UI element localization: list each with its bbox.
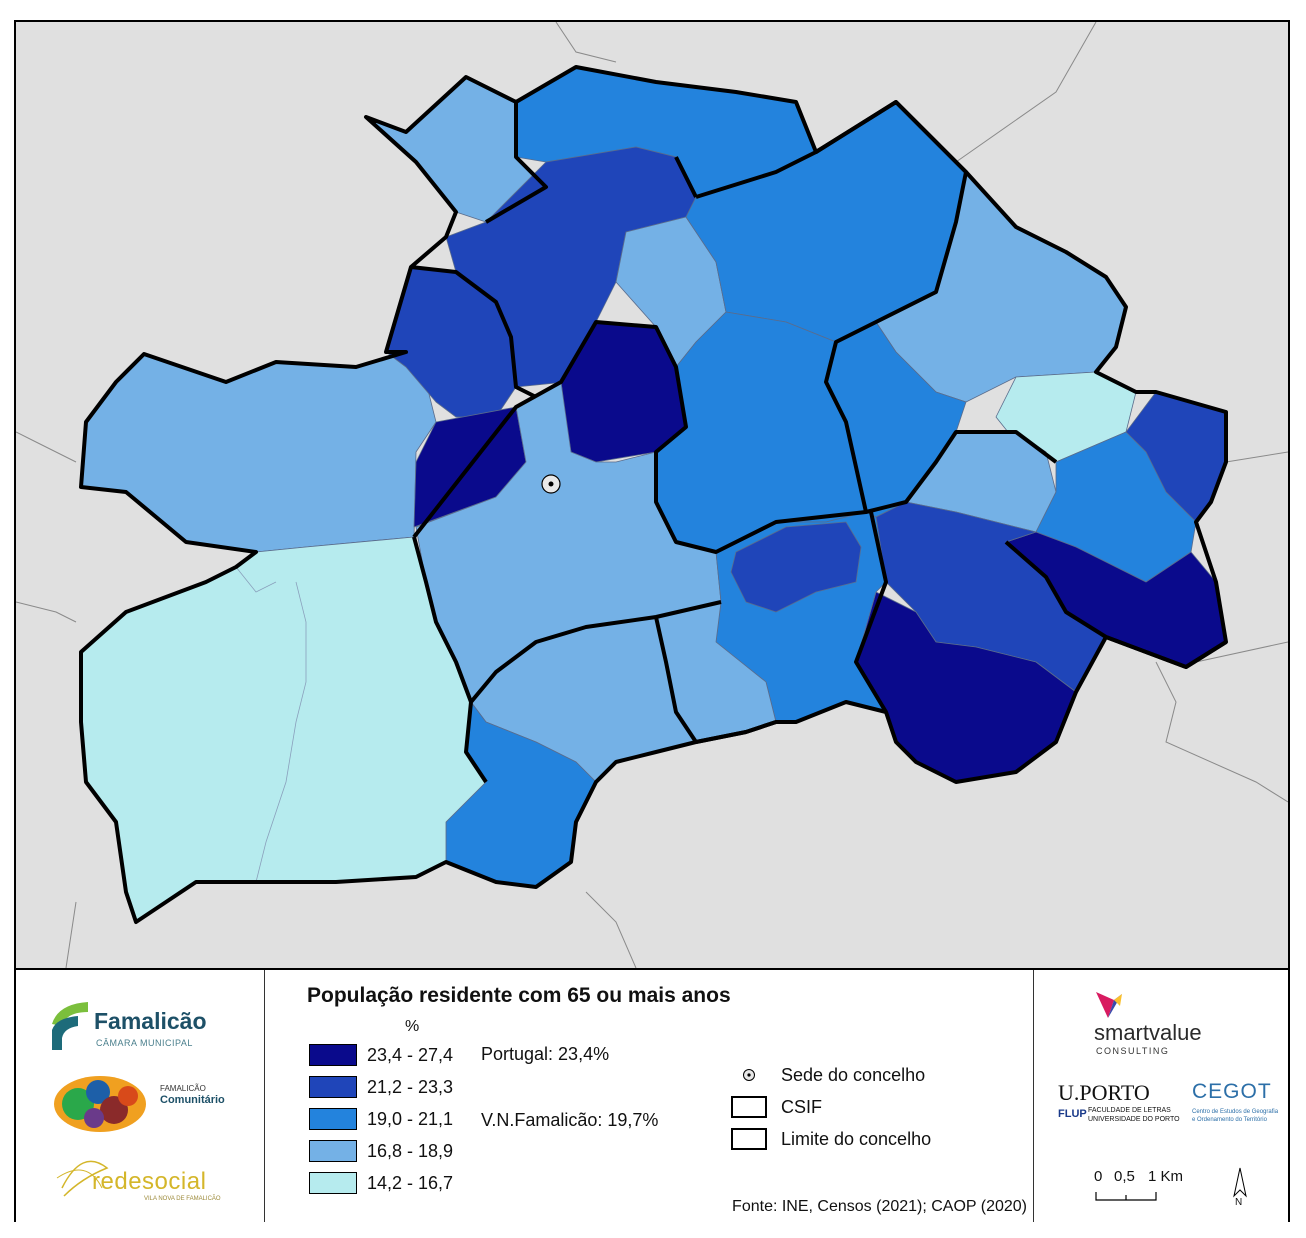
- scale-line: [1095, 1192, 1157, 1201]
- legend-class-label: 19,0 - 21,1: [367, 1109, 454, 1129]
- scale-label-0: 0: [1094, 1168, 1103, 1185]
- smartvalue-logo: smartvalue CONSULTING: [1094, 990, 1264, 1060]
- scale-label-1: 1 Km: [1148, 1168, 1184, 1185]
- flup-faculty: FACULDADE DE LETRAS UNIVERSIDADE DO PORT…: [1088, 1106, 1180, 1124]
- municipal-limit: [79, 65, 1228, 924]
- famalicao-mark-icon: [52, 1002, 88, 1050]
- famalicao-subtitle: CÂMARA MUNICIPAL: [96, 1038, 193, 1048]
- legend-limite-label: Limite do concelho: [781, 1129, 932, 1149]
- legend-class-3: 19,0 - 21,1: [309, 1108, 649, 1134]
- neighbour-boundaries: [16, 22, 1288, 968]
- legend-swatch: [309, 1172, 357, 1194]
- parish-sw-cyan: [80, 536, 487, 923]
- right-logos: smartvalue CONSULTING U.PORTO FLUP FACUL…: [1034, 970, 1288, 1222]
- flup-faculty-line-1: FACULDADE DE LETRAS: [1088, 1107, 1171, 1114]
- redesocial-subtitle: VILA NOVA DE FAMALICÃO: [144, 1196, 221, 1202]
- cegot-subtitle-line-2: e Ordenamento do Território: [1192, 1117, 1267, 1123]
- legend-class-1: 23,4 - 27,4: [309, 1044, 649, 1070]
- source-note: Fonte: INE, Censos (2021); CAOP (2020): [732, 1198, 1027, 1215]
- legend-csif-label: CSIF: [781, 1097, 823, 1117]
- legend-class-4: 16,8 - 18,9: [309, 1140, 649, 1166]
- choropleth-map: [16, 22, 1288, 968]
- sede-icon: [743, 1069, 755, 1081]
- famalicao-logo: Famalicão CÂMARA MUNICIPAL: [48, 1000, 248, 1060]
- legend-swatch: [309, 1140, 357, 1162]
- cegot-subtitle: Centro de Estudos de Geografia e Ordenam…: [1192, 1108, 1278, 1124]
- legend-class-label: 14,2 - 16,7: [367, 1173, 454, 1193]
- parish-nw-large: [80, 351, 437, 553]
- legend-swatch: [309, 1108, 357, 1130]
- comunitario-map-icon: [54, 1076, 146, 1132]
- map-footer: Famalicão CÂMARA MUNICIPAL FAMALICÃO Com…: [16, 968, 1288, 1222]
- north-label: N: [1235, 1197, 1243, 1208]
- legend-swatch: [309, 1076, 357, 1098]
- comunitario-line-1: FAMALICÃO: [160, 1084, 206, 1093]
- legend-panel: População residente com 65 ou mais anos …: [265, 970, 1034, 1222]
- north-arrow: N: [1230, 1166, 1250, 1210]
- sede-marker: [541, 474, 561, 494]
- left-logos: Famalicão CÂMARA MUNICIPAL FAMALICÃO Com…: [16, 970, 265, 1222]
- csif-symbol: [731, 1096, 767, 1118]
- vnf-value: V.N.Famalicão: 19,7%: [481, 1110, 659, 1130]
- parish-ce-dark: [730, 521, 862, 613]
- map-area: [16, 22, 1288, 968]
- limite-symbol: [731, 1128, 767, 1150]
- legend-unit: %: [405, 1018, 420, 1035]
- comunitario-logo: FAMALICÃO Comunitário: [48, 1066, 248, 1138]
- cegot-name: CEGOT: [1192, 1080, 1272, 1103]
- portugal-value: Portugal: 23,4%: [481, 1044, 610, 1064]
- legend-class-label: 16,8 - 18,9: [367, 1141, 454, 1161]
- comunitario-line-2: Comunitário: [160, 1094, 225, 1106]
- north-arrow-icon: [1233, 1167, 1247, 1198]
- smartvalue-mark-icon: [1096, 992, 1122, 1018]
- legend-class-5: 14,2 - 16,7: [309, 1172, 649, 1198]
- redesocial-logo: redesocial VILA NOVA DE FAMALICÃO: [52, 1148, 252, 1204]
- flup-label: FLUP: [1058, 1108, 1087, 1120]
- legend-class-label: 21,2 - 23,3: [367, 1077, 454, 1097]
- scale-label-05: 0,5: [1114, 1168, 1135, 1185]
- map-frame: Famalicão CÂMARA MUNICIPAL FAMALICÃO Com…: [14, 20, 1290, 1222]
- famalicao-name: Famalicão: [94, 1008, 207, 1034]
- csif-boundaries: [410, 100, 1228, 784]
- uporto-name: U.PORTO: [1058, 1080, 1150, 1105]
- flup-faculty-line-2: UNIVERSIDADE DO PORTO: [1088, 1116, 1180, 1123]
- parish-dividers: [235, 566, 307, 883]
- redesocial-name: redesocial: [92, 1168, 207, 1195]
- smartvalue-subtitle: CONSULTING: [1096, 1046, 1170, 1056]
- cegot-subtitle-line-1: Centro de Estudos de Geografia: [1192, 1109, 1279, 1115]
- cegot-logo: CEGOT Centro de Estudos de Geografia e O…: [1190, 1080, 1286, 1130]
- legend-class-2: 21,2 - 23,3: [309, 1076, 649, 1102]
- redesocial-swirl-icon: [56, 1160, 109, 1197]
- legend-class-label: 23,4 - 27,4: [367, 1045, 454, 1065]
- legend-swatch: [309, 1044, 357, 1066]
- smartvalue-name: smartvalue: [1094, 1020, 1202, 1045]
- scale-bar: 0 0,5 1 Km: [1092, 1168, 1202, 1208]
- uporto-logo: U.PORTO FLUP FACULDADE DE LETRAS UNIVERS…: [1058, 1080, 1188, 1130]
- legend-sede-label: Sede do concelho: [781, 1065, 926, 1085]
- legend-title: População residente com 65 ou mais anos: [307, 984, 731, 1007]
